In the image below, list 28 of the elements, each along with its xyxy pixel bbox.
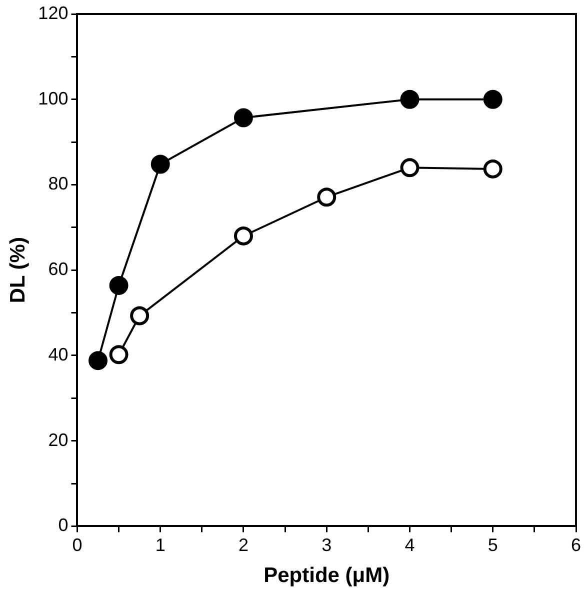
y-tick-label: 100: [38, 88, 68, 108]
x-axis-title: Peptide (μM): [264, 564, 390, 588]
point: [317, 188, 336, 207]
point: [483, 159, 502, 178]
point: [234, 226, 253, 246]
point: [234, 108, 253, 128]
y-axis-title: DL (%): [6, 237, 30, 304]
y-tick-label: 120: [38, 2, 68, 23]
x-tick-label: 1: [155, 534, 166, 555]
x-tick-label: 5: [488, 534, 498, 555]
x-tick-label: 2: [238, 534, 248, 555]
y-tick-label: 20: [48, 430, 68, 450]
point: [88, 351, 108, 370]
point: [150, 154, 170, 174]
y-tick-label: 80: [48, 174, 68, 194]
point: [483, 90, 502, 109]
point: [109, 345, 128, 364]
point: [109, 276, 128, 295]
x-tick-label: 6: [570, 534, 582, 555]
x-tick-label: 3: [322, 534, 332, 555]
x-tick-label: 4: [404, 534, 415, 555]
point: [400, 158, 420, 178]
y-tick-label: 60: [48, 259, 68, 280]
y-tick-label: 0: [58, 515, 68, 536]
y-tick-label: 40: [48, 344, 68, 364]
x-tick-label: 0: [72, 534, 82, 555]
point: [130, 306, 150, 326]
point: [400, 90, 420, 109]
